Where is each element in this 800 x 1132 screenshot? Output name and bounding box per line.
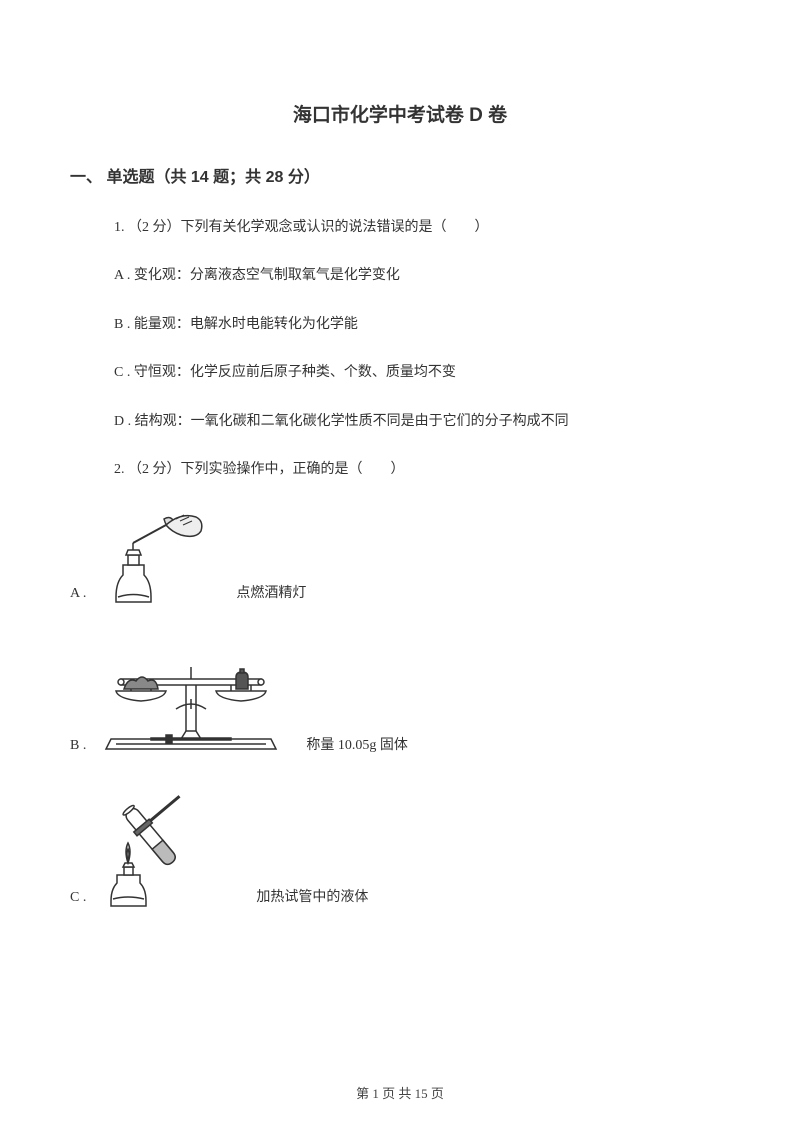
question-1: 1. （2 分）下列有关化学观念或认识的说法错误的是（ ） A . 变化观：分离…	[70, 217, 730, 433]
q2-option-c: C .	[70, 791, 730, 911]
q2-a-text: 点燃酒精灯	[236, 583, 306, 607]
q2-c-letter: C .	[70, 887, 86, 911]
page-footer: 第 1 页 共 15 页	[0, 1083, 800, 1102]
alcohol-lamp-icon	[96, 507, 216, 607]
exam-title: 海口市化学中考试卷 D 卷	[70, 100, 730, 127]
q1-option-a: A . 变化观：分离液态空气制取氧气是化学变化	[114, 265, 730, 287]
heating-testtube-icon	[96, 791, 236, 911]
balance-scale-icon	[96, 639, 286, 759]
q1-option-b: B . 能量观：电解水时电能转化为化学能	[114, 314, 730, 336]
q2-stem: 2. （2 分）下列实验操作中，正确的是（ ）	[114, 459, 730, 481]
q1-option-d: D . 结构观：一氧化碳和二氧化碳化学性质不同是由于它们的分子构成不同	[114, 411, 730, 433]
section-header: 一、 单选题（共 14 题；共 28 分）	[70, 163, 730, 187]
q2-a-letter: A .	[70, 583, 86, 607]
q1-stem: 1. （2 分）下列有关化学观念或认识的说法错误的是（ ）	[114, 217, 730, 239]
q2-c-text: 加热试管中的液体	[256, 887, 368, 911]
q2-b-text: 称量 10.05g 固体	[306, 735, 408, 759]
q1-option-c: C . 守恒观：化学反应前后原子种类、个数、质量均不变	[114, 362, 730, 384]
q2-option-b: B .	[70, 639, 730, 759]
question-2: 2. （2 分）下列实验操作中，正确的是（ ） A .	[70, 459, 730, 911]
q2-b-letter: B .	[70, 735, 86, 759]
q2-option-a: A .	[70, 507, 730, 607]
